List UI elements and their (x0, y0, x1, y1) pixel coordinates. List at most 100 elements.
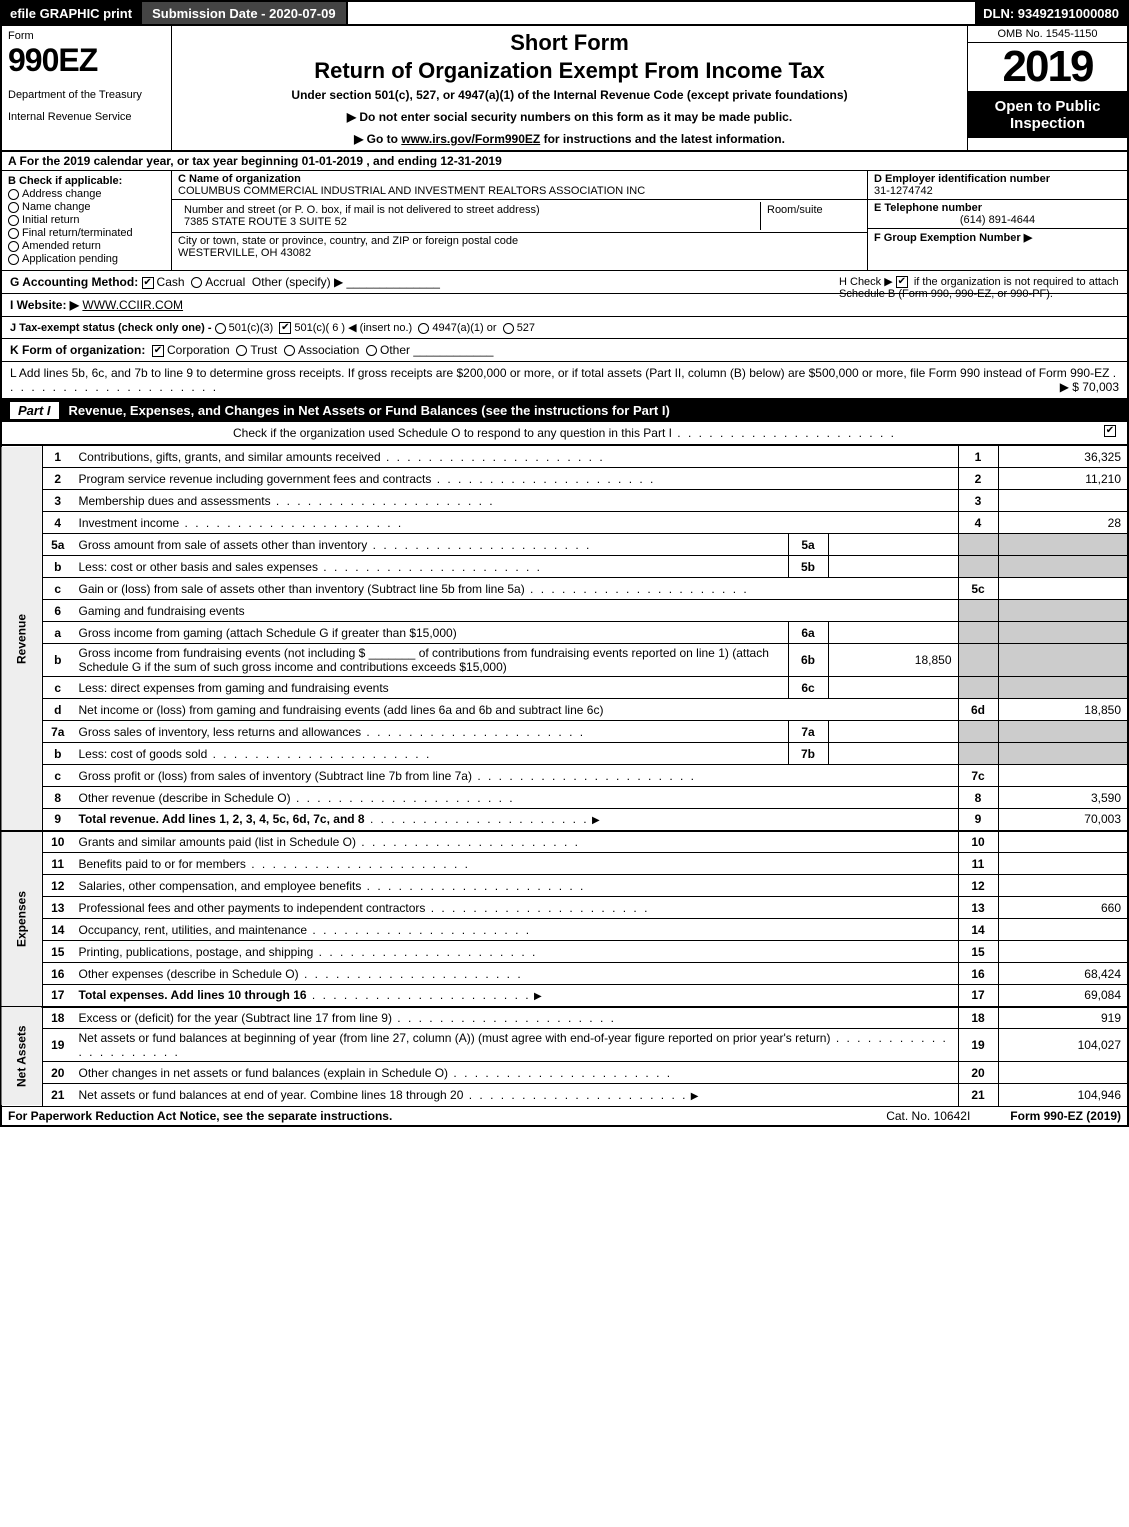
irs-link[interactable]: www.irs.gov/Form990EZ (401, 132, 540, 146)
footer-notice: For Paperwork Reduction Act Notice, see … (8, 1109, 392, 1123)
table-row: 20 Other changes in net assets or fund b… (1, 1062, 1128, 1084)
header-center: Short Form Return of Organization Exempt… (172, 26, 967, 150)
table-row: 14 Occupancy, rent, utilities, and maint… (1, 919, 1128, 941)
col-def: D Employer identification number 31-1274… (867, 171, 1127, 270)
table-row: 2 Program service revenue including gove… (1, 468, 1128, 490)
netassets-side-label: Net Assets (1, 1007, 43, 1106)
table-row: b Less: cost or other basis and sales ex… (1, 556, 1128, 578)
table-row: 13 Professional fees and other payments … (1, 897, 1128, 919)
table-row: 8 Other revenue (describe in Schedule O)… (1, 787, 1128, 809)
j-527-radio[interactable] (503, 323, 514, 334)
k-trust: Trust (250, 343, 277, 357)
row-k: K Form of organization: Corporation Trus… (0, 339, 1129, 362)
table-row: 12 Salaries, other compensation, and emp… (1, 875, 1128, 897)
b-opt-pending[interactable]: Application pending (8, 253, 165, 265)
h-text1: H Check ▶ (839, 276, 893, 288)
g-accrual-check[interactable] (191, 277, 202, 288)
k-corp-check[interactable] (152, 345, 164, 357)
k-assoc: Association (298, 343, 359, 357)
k-label: K Form of organization: (10, 343, 145, 357)
table-row: 21 Net assets or fund balances at end of… (1, 1084, 1128, 1106)
line-desc: Contributions, gifts, grants, and simila… (73, 446, 959, 468)
table-row: Net Assets 18 Excess or (deficit) for th… (1, 1007, 1128, 1029)
header-left: Form 990EZ Department of the Treasury In… (2, 26, 172, 150)
table-row: b Gross income from fundraising events (… (1, 644, 1128, 677)
row-l: L Add lines 5b, 6c, and 7b to line 9 to … (0, 362, 1129, 399)
b-opt-initial[interactable]: Initial return (8, 214, 165, 226)
j-501c3-radio[interactable] (215, 323, 226, 334)
col-b: B Check if applicable: Address change Na… (2, 171, 172, 270)
i-label: I Website: ▶ (10, 298, 79, 312)
revenue-side-label: Revenue (1, 446, 43, 831)
table-row: 11 Benefits paid to or for members 11 (1, 853, 1128, 875)
omb-number: OMB No. 1545-1150 (968, 26, 1127, 43)
footer-cat: Cat. No. 10642I (886, 1109, 970, 1123)
k-other-check[interactable] (366, 345, 377, 356)
irs-label: Internal Revenue Service (8, 111, 165, 123)
f-group-block: F Group Exemption Number ▶ (868, 229, 1127, 246)
j-501c-check[interactable] (279, 322, 291, 334)
row-j: J Tax-exempt status (check only one) - 5… (0, 317, 1129, 339)
table-row: 17 Total expenses. Add lines 10 through … (1, 985, 1128, 1007)
addr-label: Number and street (or P. O. box, if mail… (184, 204, 540, 216)
phone-value: (614) 891-4644 (874, 214, 1121, 226)
g-other: Other (specify) ▶ (252, 275, 343, 289)
submission-date: Submission Date - 2020-07-09 (140, 2, 348, 24)
f-label: F Group Exemption Number ▶ (874, 232, 1032, 244)
form-word: Form (8, 30, 165, 42)
c-addr-block: Number and street (or P. O. box, if mail… (172, 200, 867, 233)
g-cash: Cash (157, 275, 185, 289)
line-rval: 36,325 (998, 446, 1128, 468)
table-row: b Less: cost of goods sold 7b (1, 743, 1128, 765)
b-opt-name[interactable]: Name change (8, 201, 165, 213)
header-right: OMB No. 1545-1150 2019 Open to Public In… (967, 26, 1127, 150)
table-row: 3 Membership dues and assessments 3 (1, 490, 1128, 512)
c-city-block: City or town, state or province, country… (172, 233, 867, 261)
j-501c: 501(c)( 6 ) ◀ (insert no.) (294, 322, 412, 334)
j-label: J Tax-exempt status (check only one) - (10, 322, 212, 334)
arrow-icon (534, 988, 546, 1002)
row-i: I Website: ▶ WWW.CCIIR.COM (0, 294, 1129, 317)
tax-year: 2019 (968, 43, 1127, 92)
j-527: 527 (517, 322, 535, 334)
k-assoc-check[interactable] (284, 345, 295, 356)
part1-table: Revenue 1 Contributions, gifts, grants, … (0, 445, 1129, 1106)
efile-label[interactable]: efile GRAPHIC print (2, 2, 140, 24)
b-header: B Check if applicable: (8, 175, 165, 187)
table-row: 5a Gross amount from sale of assets othe… (1, 534, 1128, 556)
part1-check-line: Check if the organization used Schedule … (0, 422, 1129, 445)
l-text: L Add lines 5b, 6c, and 7b to line 9 to … (10, 366, 1109, 380)
c-name-block: C Name of organization COLUMBUS COMMERCI… (172, 171, 867, 200)
j-4947-radio[interactable] (418, 323, 429, 334)
open-to-public: Open to Public Inspection (968, 92, 1127, 138)
city-label: City or town, state or province, country… (178, 235, 518, 247)
section-bcdef: B Check if applicable: Address change Na… (0, 171, 1129, 271)
line-num: 1 (43, 446, 73, 468)
arrow-icon (592, 812, 604, 826)
line-rlabel: 1 (958, 446, 998, 468)
table-row: 7a Gross sales of inventory, less return… (1, 721, 1128, 743)
b-opt-address[interactable]: Address change (8, 188, 165, 200)
main-title: Return of Organization Exempt From Incom… (180, 58, 959, 84)
row-gh: G Accounting Method: Cash Accrual Other … (0, 271, 1129, 294)
website-value[interactable]: WWW.CCIIR.COM (82, 298, 183, 312)
k-trust-check[interactable] (236, 345, 247, 356)
addr-value: 7385 STATE ROUTE 3 SUITE 52 (184, 216, 347, 228)
part1-check-text: Check if the organization used Schedule … (233, 426, 672, 440)
short-form-title: Short Form (180, 30, 959, 56)
footer-form: Form 990-EZ (2019) (1010, 1109, 1121, 1123)
e-phone-block: E Telephone number (614) 891-4644 (868, 200, 1127, 229)
k-corp: Corporation (167, 343, 230, 357)
g-cash-check[interactable] (142, 277, 154, 289)
h-check[interactable] (896, 276, 908, 288)
col-c: C Name of organization COLUMBUS COMMERCI… (172, 171, 867, 270)
table-row: 19 Net assets or fund balances at beginn… (1, 1029, 1128, 1062)
b-opt-amended[interactable]: Amended return (8, 240, 165, 252)
dln-label: DLN: 93492191000080 (975, 2, 1127, 24)
part1-schedule-o-check[interactable] (1104, 425, 1116, 437)
part1-title: Revenue, Expenses, and Changes in Net As… (69, 403, 670, 418)
expenses-side-label: Expenses (1, 831, 43, 1007)
arrow-icon (691, 1088, 703, 1102)
b-opt-final[interactable]: Final return/terminated (8, 227, 165, 239)
table-row: 6 Gaming and fundraising events (1, 600, 1128, 622)
